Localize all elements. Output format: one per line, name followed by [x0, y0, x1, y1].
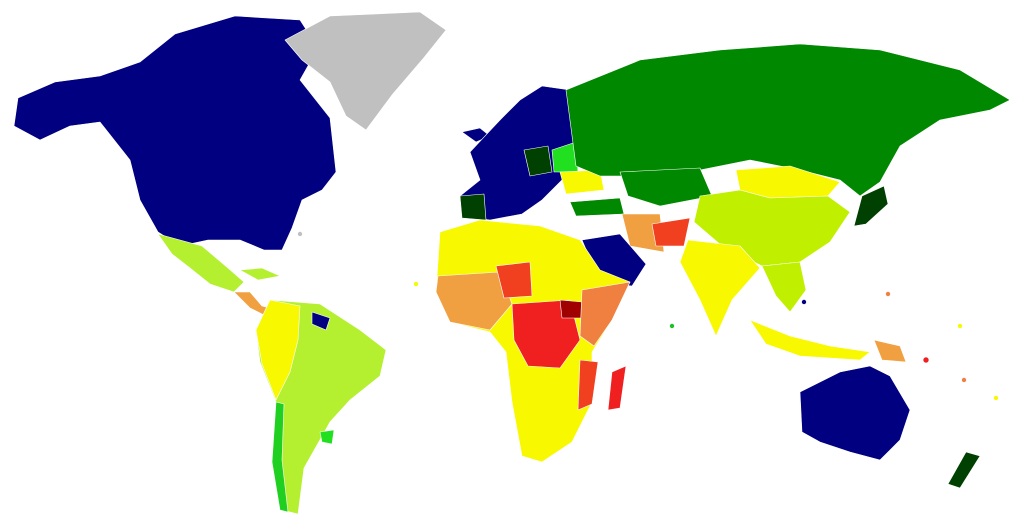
island: [957, 323, 963, 329]
south-sudan: [559, 299, 585, 319]
guianas: [311, 311, 331, 331]
island: [669, 323, 675, 329]
sahel: [495, 261, 533, 299]
chile: [271, 401, 289, 513]
island: [922, 356, 930, 364]
island: [961, 377, 967, 383]
new-zealand: [947, 451, 981, 489]
north-america: [13, 15, 337, 251]
india: [679, 239, 761, 337]
papua: [873, 339, 907, 363]
madagascar: [607, 365, 627, 411]
greenland: [284, 11, 447, 131]
uruguay: [319, 429, 335, 445]
island: [413, 281, 419, 287]
island: [801, 299, 807, 305]
indonesia: [749, 319, 871, 361]
afghanistan: [651, 217, 691, 247]
horn-of-africa: [579, 281, 631, 347]
australia: [799, 365, 911, 461]
caribbean: [239, 267, 281, 281]
island: [885, 291, 891, 297]
island: [297, 231, 303, 237]
central-europe: [523, 145, 553, 177]
iberia: [459, 193, 487, 221]
japan: [853, 185, 889, 227]
island: [993, 395, 999, 401]
southeast-asia: [761, 261, 807, 313]
andes-west: [255, 299, 301, 401]
kazakhstan: [619, 167, 713, 207]
east-africa: [577, 359, 599, 411]
